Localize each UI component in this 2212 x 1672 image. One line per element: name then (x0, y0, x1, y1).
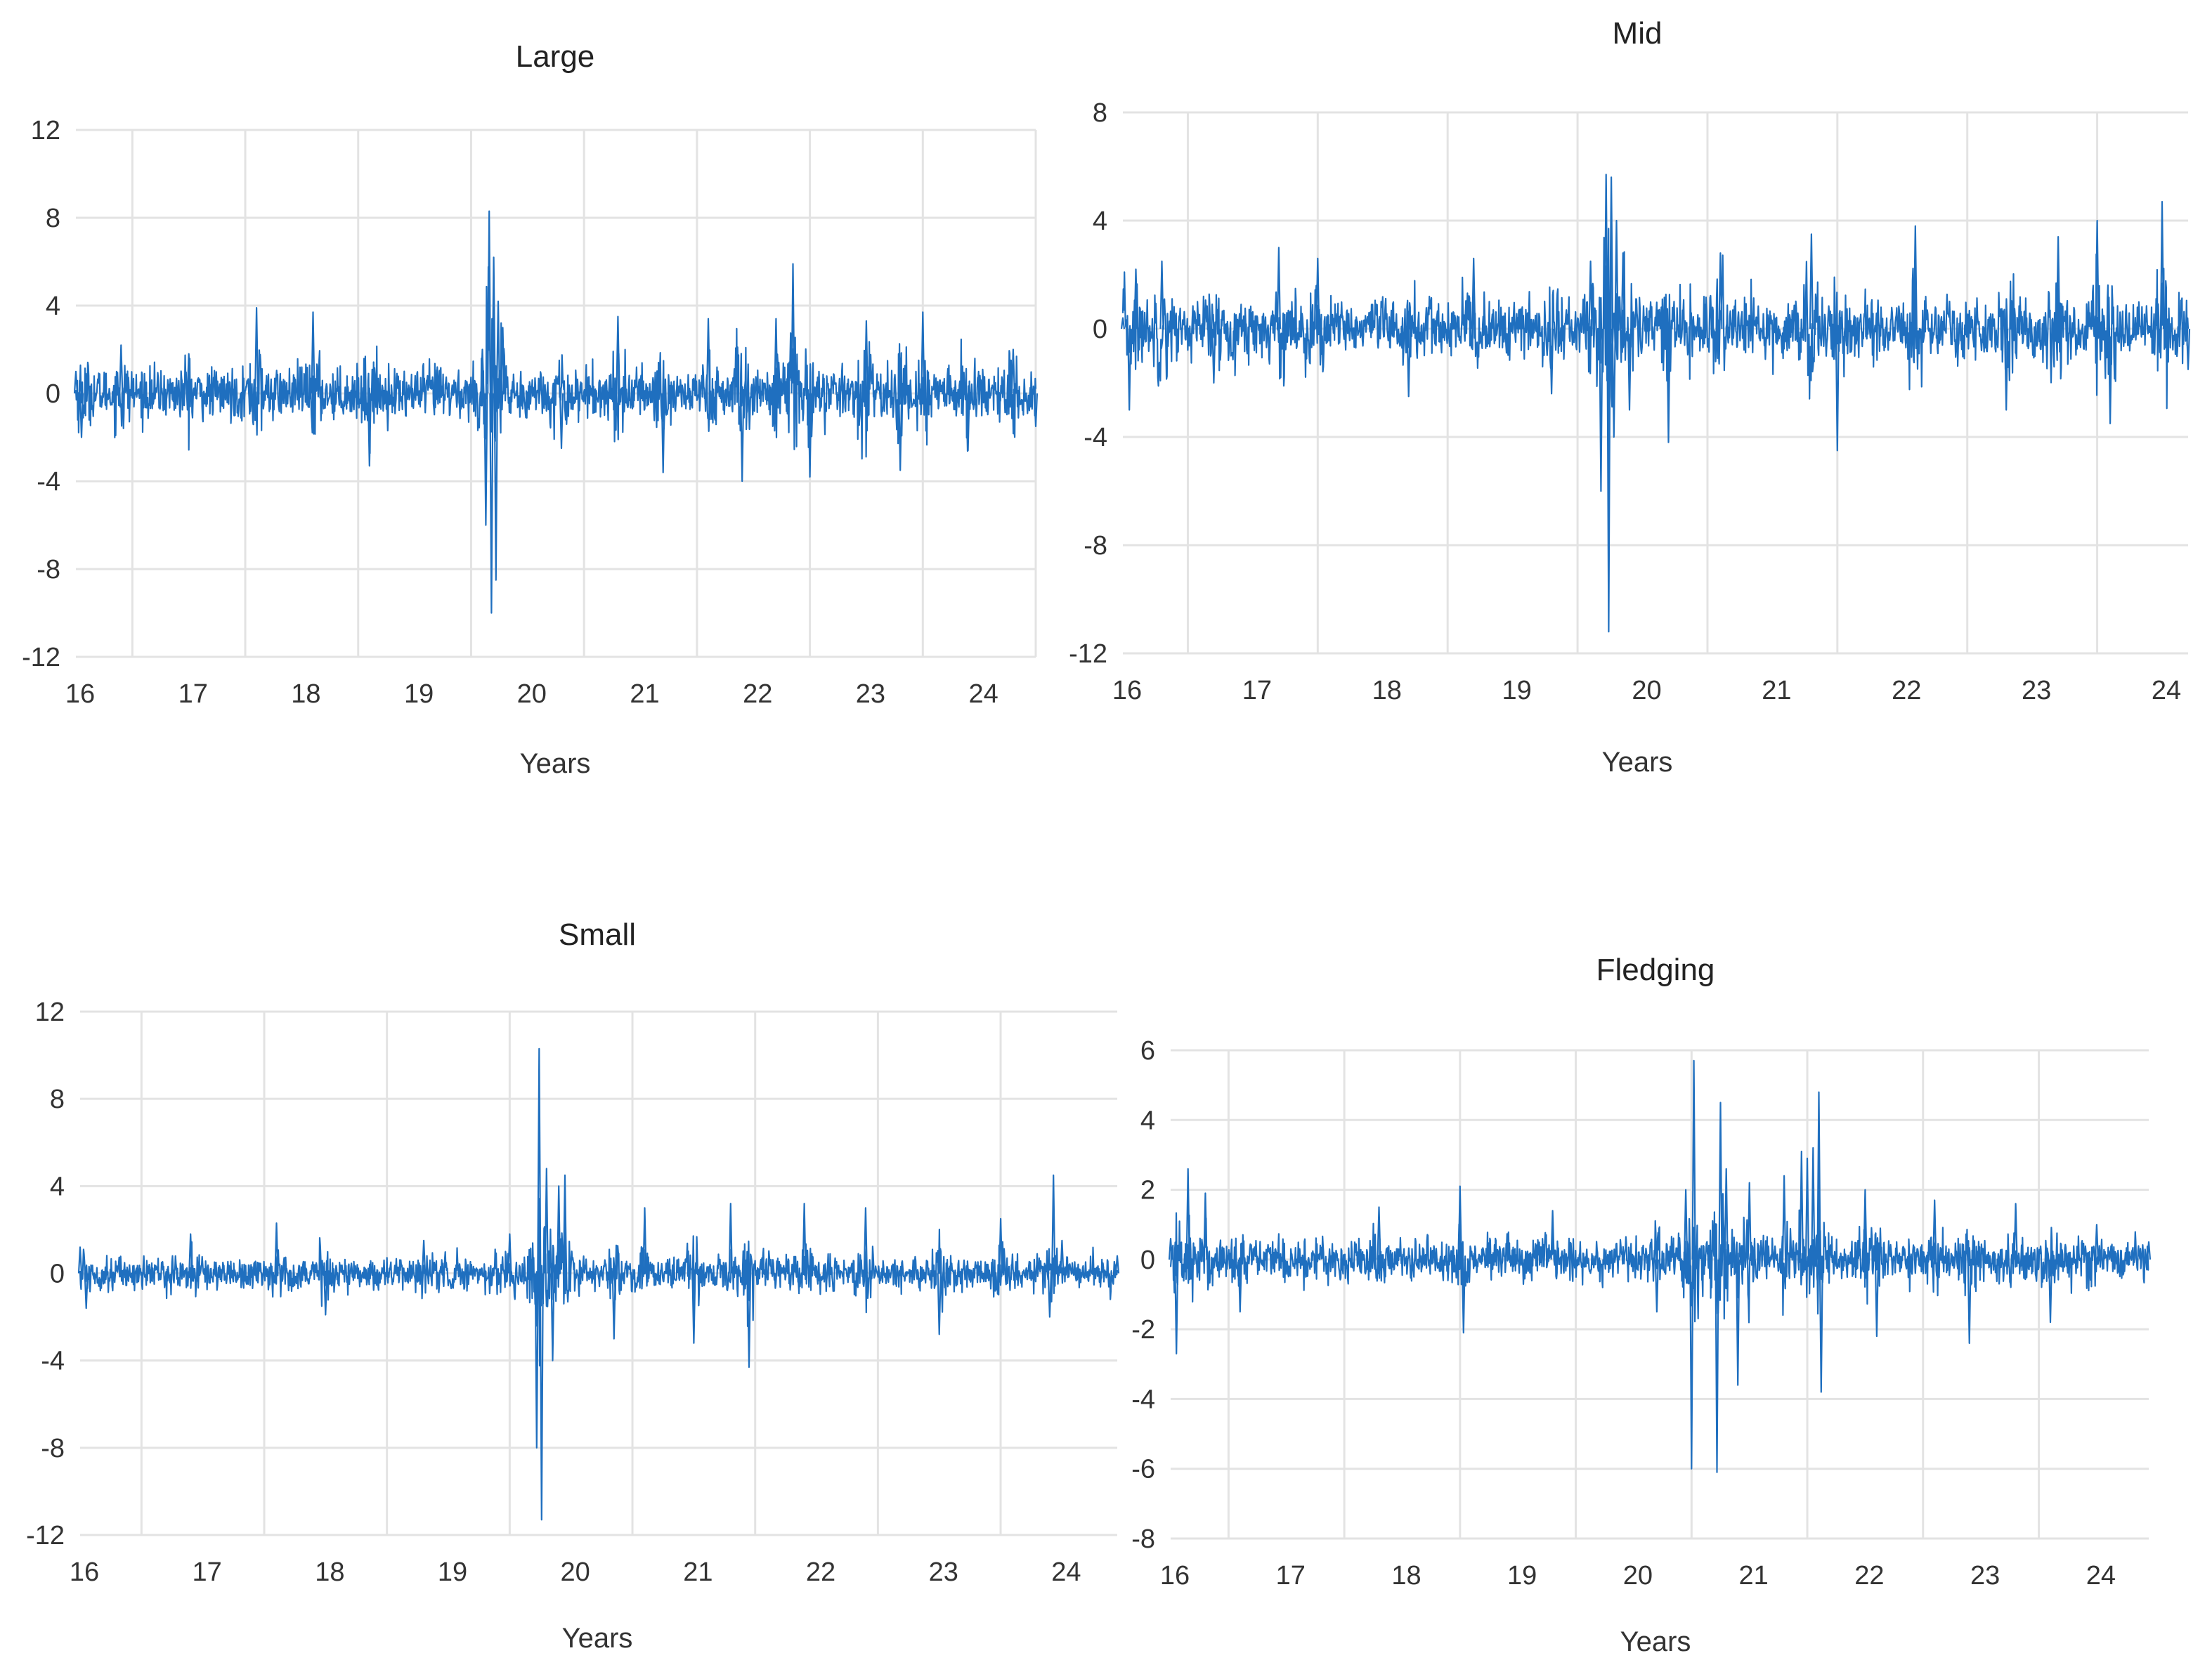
x-tick-label: 17 (193, 1557, 222, 1587)
x-tick-label: 16 (1112, 676, 1142, 705)
x-tick-label: 19 (404, 679, 434, 709)
chart-panel-fledging: Fledging -8 -6 -4 -2 0 2 4 6 16 17 18 19 20 21 22 23 24 Ye… (1106, 836, 2212, 1672)
series-line (73, 210, 1039, 614)
y-tick-label: -12 (26, 1521, 65, 1550)
y-tick-label: 4 (50, 1172, 65, 1201)
x-tick-label: 16 (70, 1557, 99, 1587)
series-line (77, 1047, 1120, 1521)
y-tick-label: 0 (1093, 315, 1107, 344)
y-tick-label: 4 (1140, 1106, 1155, 1135)
x-tick-label: 20 (1632, 676, 1661, 705)
x-tick-label: 18 (1372, 676, 1402, 705)
chart-title: Large (516, 39, 595, 74)
y-tick-label: 12 (35, 998, 65, 1027)
y-tick-label: 2 (1140, 1176, 1155, 1206)
y-tick-label: -4 (1131, 1385, 1155, 1414)
chart-small: Small -12 -8 -4 0 4 8 12 16 17 18 19 20 21 22 23 24 Years (26, 917, 1120, 1654)
gridlines (1171, 1049, 2149, 1540)
x-tick-label: 17 (1276, 1561, 1306, 1591)
x-tick-label: 20 (517, 679, 547, 709)
x-tick-label: 18 (315, 1557, 344, 1587)
chart-large: Large -12 -8 -4 0 4 8 12 16 17 18 19 20 21 22 23 24 Years (22, 39, 1039, 779)
y-tick-label: 6 (1140, 1036, 1155, 1066)
x-axis-title: Years (1602, 747, 1673, 778)
x-tick-label: 17 (1242, 676, 1272, 705)
gridlines (1123, 111, 2188, 655)
x-tick-label: 23 (856, 679, 885, 709)
x-tick-label: 23 (2022, 676, 2051, 705)
y-tick-label: 8 (1093, 98, 1107, 128)
y-tick-label: -4 (37, 467, 60, 497)
chart-panel-mid: Mid -12 -8 -4 0 4 8 16 17 18 19 20 21 22 23 24 Years (1069, 0, 2212, 836)
chart-title: Fledging (1596, 953, 1715, 987)
x-tick-label: 22 (806, 1557, 835, 1587)
y-tick-label: -2 (1131, 1315, 1155, 1345)
x-tick-label: 24 (969, 679, 998, 709)
x-tick-label: 18 (1391, 1561, 1421, 1591)
x-tick-label: 22 (1854, 1561, 1884, 1591)
x-tick-label: 23 (929, 1557, 958, 1587)
x-tick-label: 24 (2152, 676, 2181, 705)
x-axis-title: Years (520, 748, 591, 779)
y-tick-label: 0 (50, 1260, 65, 1289)
series-line (1168, 1059, 2152, 1473)
y-tick-label: -12 (22, 643, 60, 672)
y-tick-label: -4 (41, 1347, 65, 1376)
x-tick-label: 19 (1507, 1561, 1537, 1591)
y-tick-label: -4 (1084, 423, 1107, 452)
y-tick-label: 12 (31, 116, 60, 145)
chart-title: Small (559, 917, 636, 952)
x-tick-label: 24 (1051, 1557, 1081, 1587)
y-tick-label: -8 (1131, 1524, 1155, 1554)
x-tick-label: 22 (1892, 676, 1921, 705)
chart-mid: Mid -12 -8 -4 0 4 8 16 17 18 19 20 21 22 23 24 Years (1069, 16, 2191, 778)
x-tick-label: 23 (1970, 1561, 2000, 1591)
y-tick-label: 0 (46, 379, 60, 409)
y-tick-label: 4 (1093, 207, 1107, 236)
y-tick-label: -8 (1084, 531, 1107, 561)
x-tick-label: 21 (1739, 1561, 1769, 1591)
x-tick-label: 16 (1160, 1561, 1190, 1591)
x-tick-label: 18 (291, 679, 320, 709)
x-tick-label: 22 (743, 679, 772, 709)
x-axis-title: Years (1620, 1626, 1691, 1657)
y-tick-label: 8 (46, 204, 60, 233)
x-tick-label: 19 (438, 1557, 467, 1587)
x-tick-label: 20 (1623, 1561, 1653, 1591)
y-tick-label: -12 (1069, 639, 1107, 669)
y-tick-label: -6 (1131, 1455, 1155, 1484)
chart-panel-large: Large -12 -8 -4 0 4 8 12 16 17 18 19 20 21 22 23 24 Years (0, 0, 1106, 836)
x-tick-label: 20 (561, 1557, 590, 1587)
y-tick-label: 0 (1140, 1246, 1155, 1275)
x-tick-label: 24 (2086, 1561, 2116, 1591)
x-axis-title: Years (562, 1623, 633, 1654)
y-tick-label: -8 (41, 1434, 65, 1463)
y-tick-label: 4 (46, 292, 60, 321)
y-tick-label: -8 (37, 555, 60, 584)
x-tick-label: 19 (1502, 676, 1531, 705)
x-tick-label: 16 (65, 679, 95, 709)
x-tick-label: 21 (683, 1557, 713, 1587)
x-tick-label: 17 (178, 679, 208, 709)
chart-panel-small: Small -12 -8 -4 0 4 8 12 16 17 18 19 20 21 22 23 24 Years (0, 836, 1120, 1672)
x-tick-label: 21 (1762, 676, 1791, 705)
chart-title: Mid (1613, 16, 1663, 51)
y-tick-label: 8 (50, 1085, 65, 1114)
x-tick-label: 21 (630, 679, 659, 709)
series-line (1120, 174, 2191, 633)
